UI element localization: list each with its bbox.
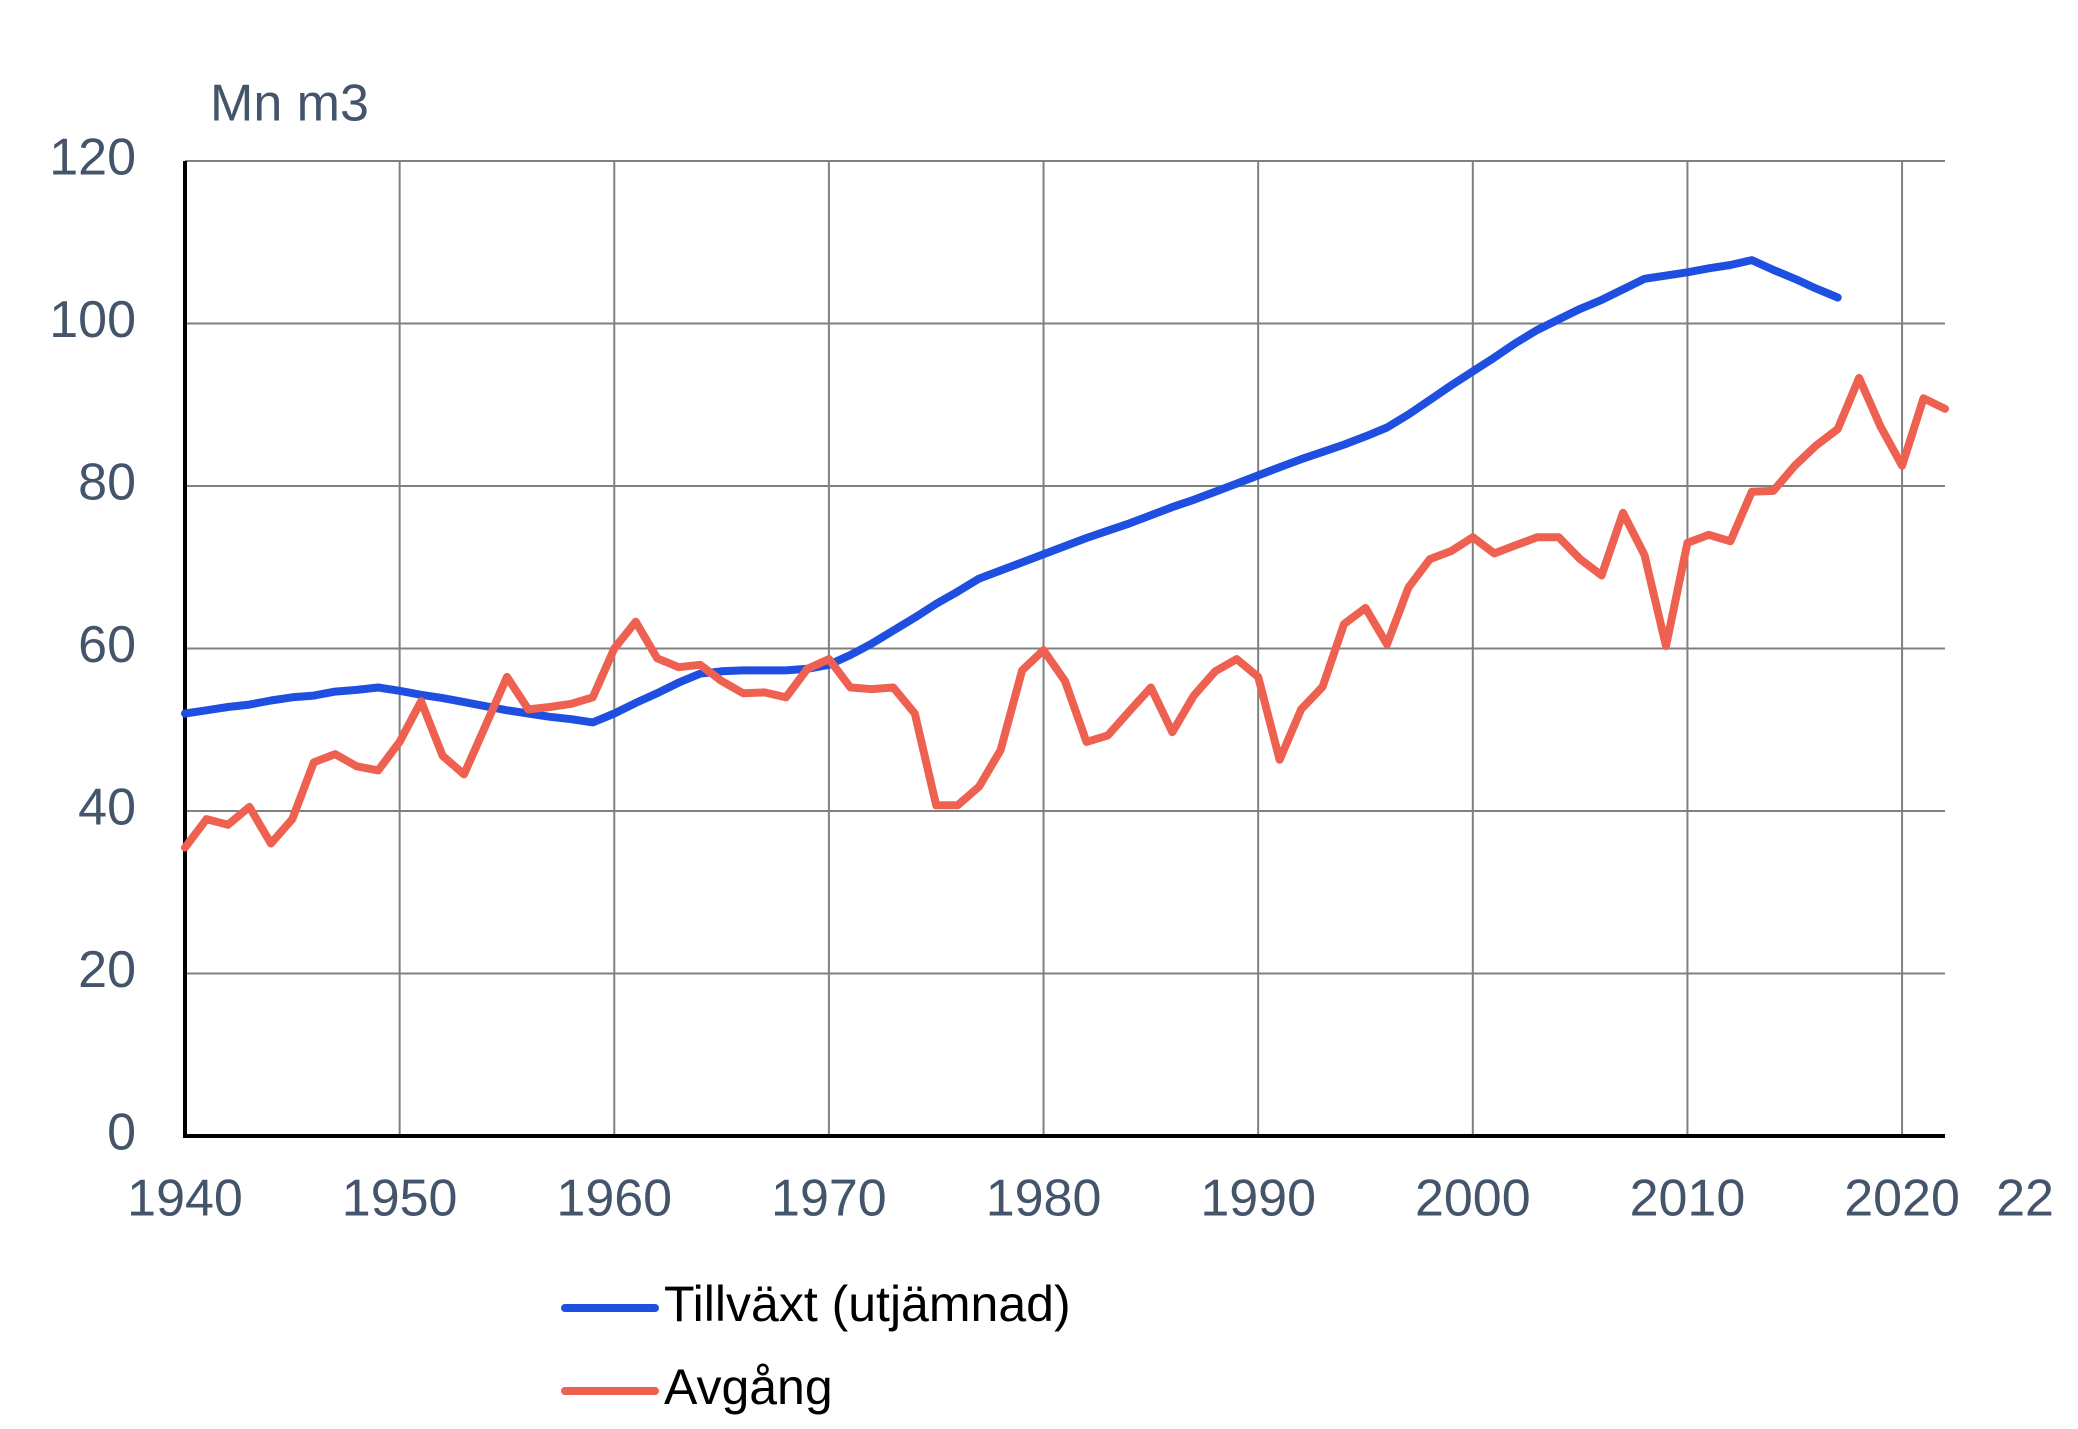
series-line (181, 373, 1949, 852)
y-tick-label: 120 (49, 129, 136, 187)
x-tick-label: 2020 (1844, 1170, 1960, 1228)
x-tick-label: 1970 (771, 1170, 887, 1228)
y-tick-label: 60 (78, 616, 136, 674)
x-tick-label: 1960 (556, 1170, 672, 1228)
x-tick-label: 2000 (1415, 1170, 1531, 1228)
legend-label: Avgång (664, 1359, 833, 1415)
series-line (181, 256, 1842, 727)
legend-label: Tillväxt (utjämnad) (664, 1276, 1071, 1332)
y-tick-label: 80 (78, 454, 136, 512)
x-tick-label: 1990 (1200, 1170, 1316, 1228)
x-tick-label: 1950 (342, 1170, 458, 1228)
y-tick-label: 100 (49, 291, 136, 349)
y-axis-label: Mn m3 (210, 75, 369, 133)
x-tick-label: 1940 (127, 1170, 243, 1228)
y-tick-label: 0 (107, 1104, 136, 1162)
x-tick-label: 2010 (1630, 1170, 1746, 1228)
y-tick-label: 40 (78, 779, 136, 837)
y-tick-label: 20 (78, 941, 136, 999)
x-tick-label: 1980 (986, 1170, 1102, 1228)
x-tick-label: 22 (1996, 1170, 2054, 1228)
